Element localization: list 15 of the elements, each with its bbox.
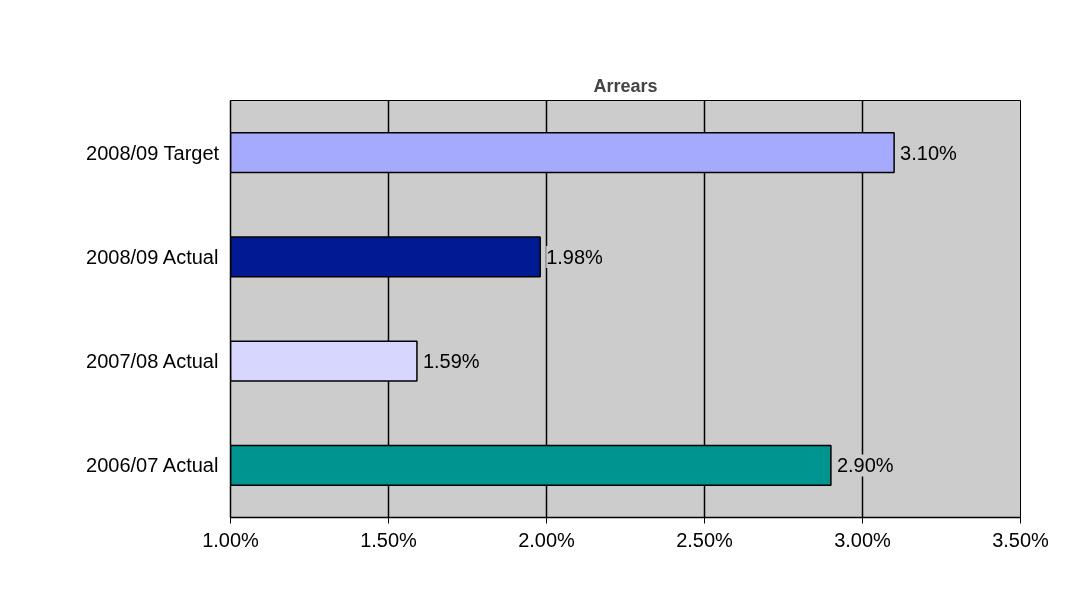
x-tick-label: 2.50% [676,528,734,551]
data-label: 1.98% [546,245,604,268]
data-label: 2.90% [836,454,894,477]
x-tick-label: 1.00% [202,528,260,551]
x-tick-label: 3.50% [992,528,1050,551]
y-tick-label: 2006/07 Actual [86,454,219,477]
y-tick-label: 2008/09 Target [86,141,220,164]
x-tick-label: 3.00% [834,528,892,551]
chart-title: Arrears [593,75,658,96]
x-tick-label: 2.00% [518,528,576,551]
y-tick-label: 2008/09 Actual [86,245,219,268]
data-label: 3.10% [900,141,958,164]
x-tick-label: 1.50% [360,528,418,551]
data-label: 1.59% [422,350,480,373]
y-tick-label: 2007/08 Actual [86,350,219,373]
